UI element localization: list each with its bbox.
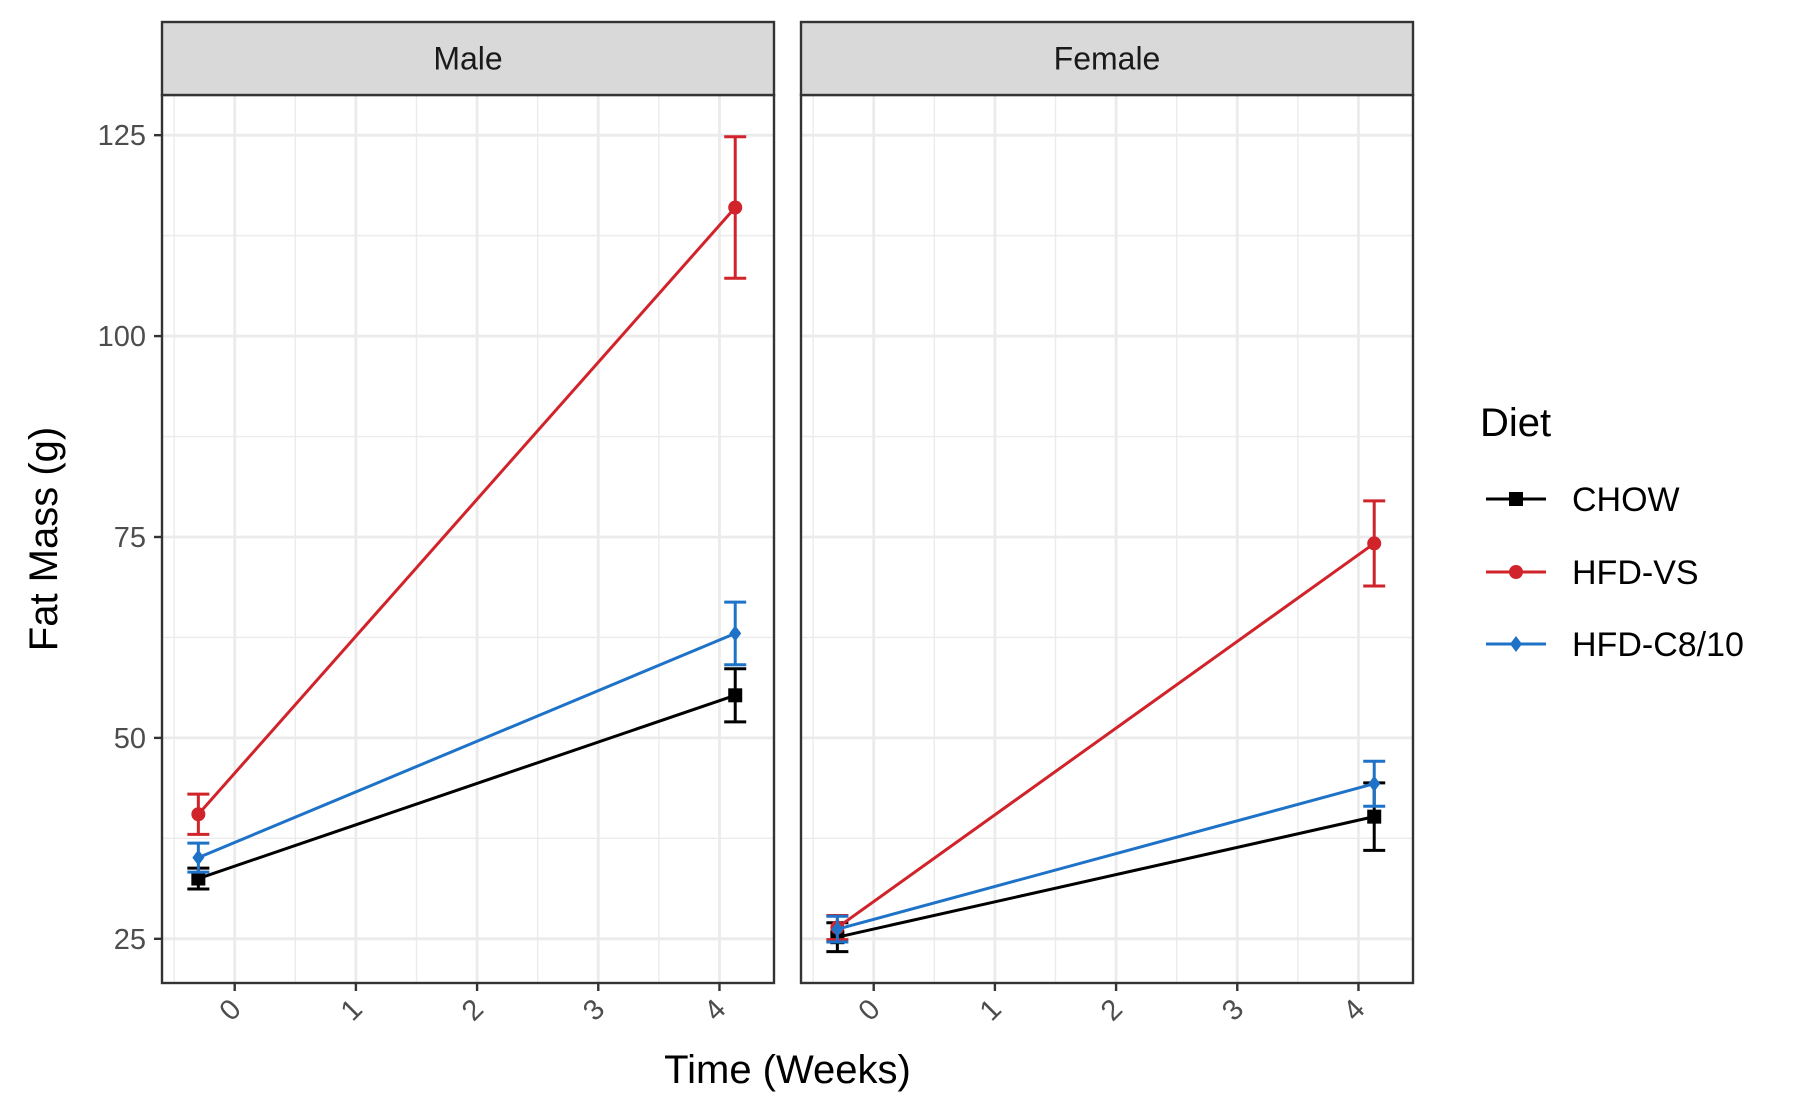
facet-panel-female: Female 0 1 2 3 4 <box>799 20 1415 1027</box>
series-hfd-c8-10 <box>826 759 1386 944</box>
legend-label: CHOW <box>1572 481 1680 519</box>
legend-label: HFD-VS <box>1572 554 1699 592</box>
x-tick-label: 0 <box>214 993 248 1027</box>
data-point-diamond <box>192 849 205 866</box>
facet-strip-label: Male <box>433 41 502 77</box>
data-point-diamond <box>1368 775 1381 792</box>
series-line <box>836 782 1375 931</box>
legend-key-circle <box>1509 565 1523 579</box>
series-hfd-vs <box>187 135 747 836</box>
x-tick-label: 0 <box>853 993 887 1027</box>
y-axis-title: Fat Mass (g) <box>22 427 66 651</box>
x-tick-label: 1 <box>335 993 369 1027</box>
x-tick-label: 2 <box>1095 993 1129 1027</box>
legend-item: HFD-C8/10 <box>1486 626 1744 664</box>
facet-strip-label: Female <box>1054 41 1161 77</box>
legend-key-diamond <box>1510 636 1522 652</box>
legend-label: HFD-C8/10 <box>1572 626 1744 664</box>
x-tick-label: 3 <box>577 993 611 1027</box>
series-line <box>836 542 1376 929</box>
data-point-square <box>728 688 743 703</box>
x-tick-label: 3 <box>1216 993 1250 1027</box>
legend-item: HFD-VS <box>1486 554 1699 592</box>
facet-strip <box>799 20 1415 97</box>
series-line <box>197 632 736 860</box>
y-tick-label: 125 <box>98 120 146 152</box>
y-tick-label: 100 <box>98 321 146 353</box>
series-hfd-c8-10 <box>187 600 747 874</box>
series-line <box>197 693 736 880</box>
data-point-square <box>191 871 206 886</box>
y-tick-label: 75 <box>114 522 146 554</box>
legend: Diet CHOW HFD-VS HFD-C8/10 <box>1480 401 1744 664</box>
facet-panel-male: Male 0 1 2 3 4 <box>160 20 776 1027</box>
x-tick-label: 4 <box>698 993 732 1027</box>
x-tick-label: 4 <box>1337 993 1371 1027</box>
data-point-diamond <box>831 921 844 938</box>
data-point-square <box>1367 809 1382 824</box>
x-axis-title: Time (Weeks) <box>664 1048 911 1092</box>
legend-title: Diet <box>1480 401 1551 445</box>
y-tick-label: 50 <box>114 723 146 755</box>
legend-key-square <box>1509 492 1523 506</box>
y-tick-label: 25 <box>114 924 146 956</box>
legend-item: CHOW <box>1486 481 1680 519</box>
data-point-circle <box>191 807 206 822</box>
data-point-diamond <box>729 625 742 642</box>
panel-background <box>162 95 774 983</box>
data-point-circle <box>728 200 743 215</box>
data-point-circle <box>1367 536 1382 551</box>
series-chow <box>187 667 747 891</box>
facet-strip <box>160 20 776 97</box>
x-tick-label: 1 <box>974 993 1008 1027</box>
panel-background <box>801 95 1413 983</box>
series-line <box>197 206 737 816</box>
x-tick-label: 2 <box>456 993 490 1027</box>
series-line <box>837 815 1375 939</box>
